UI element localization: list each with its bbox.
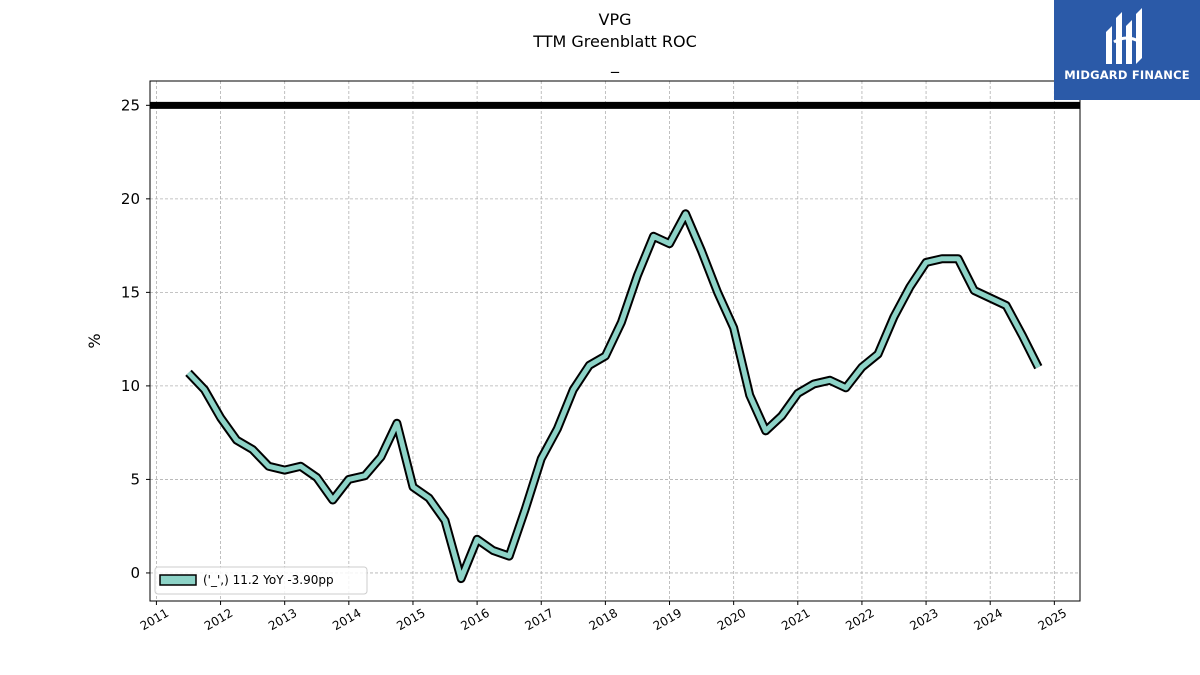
x-tick-label: 2024 [971, 606, 1004, 633]
y-tick-label: 15 [121, 283, 140, 301]
y-tick-label: 20 [121, 190, 140, 208]
x-tick-label: 2023 [907, 606, 940, 633]
chart-title: VPG [598, 10, 632, 29]
chart-subtitle-2: _ [611, 54, 619, 73]
x-tick-label: 2021 [779, 606, 812, 633]
plot-frame [149, 80, 1081, 602]
y-axis-label: % [85, 333, 104, 348]
legend-label: ('_',) 11.2 YoY -3.90pp [203, 573, 334, 587]
series-line [186, 211, 1041, 582]
x-axis: 2011 2012 2013 2014 2015 2016 2017 2018 2019 2020… [138, 601, 1069, 633]
x-tick-label: 2011 [138, 606, 171, 633]
series-line-outline [185, 209, 1043, 584]
y-tick-label: 5 [130, 470, 140, 488]
midgard-logo-icon [1102, 8, 1152, 70]
y-tick-label: 10 [121, 377, 140, 395]
y-axis: 0 5 10 15 20 25 [121, 96, 150, 582]
x-tick-label: 2019 [651, 606, 684, 633]
chart-subtitle: TTM Greenblatt ROC [533, 32, 697, 51]
legend-box [154, 566, 368, 595]
x-tick-label: 2017 [523, 606, 556, 633]
x-tick-label: 2014 [330, 606, 363, 633]
series-group [185, 209, 1043, 584]
x-tick-label: 2025 [1036, 606, 1069, 633]
x-tick-label: 2016 [458, 606, 491, 633]
y-tick-label: 25 [121, 96, 140, 114]
x-tick-label: 2012 [202, 606, 235, 633]
x-tick-label: 2013 [266, 606, 299, 633]
x-tick-label: 2020 [715, 606, 748, 633]
legend-swatch [159, 574, 197, 586]
brand-logo: MIDGARD FINANCE [1054, 0, 1200, 100]
legend: ('_',) 11.2 YoY -3.90pp [154, 566, 368, 595]
x-tick-label: 2022 [843, 606, 876, 633]
y-tick-label: 0 [130, 564, 140, 582]
x-tick-label: 2018 [587, 606, 620, 633]
brand-name: MIDGARD FINANCE [1064, 68, 1190, 82]
x-tick-label: 2015 [394, 606, 427, 633]
